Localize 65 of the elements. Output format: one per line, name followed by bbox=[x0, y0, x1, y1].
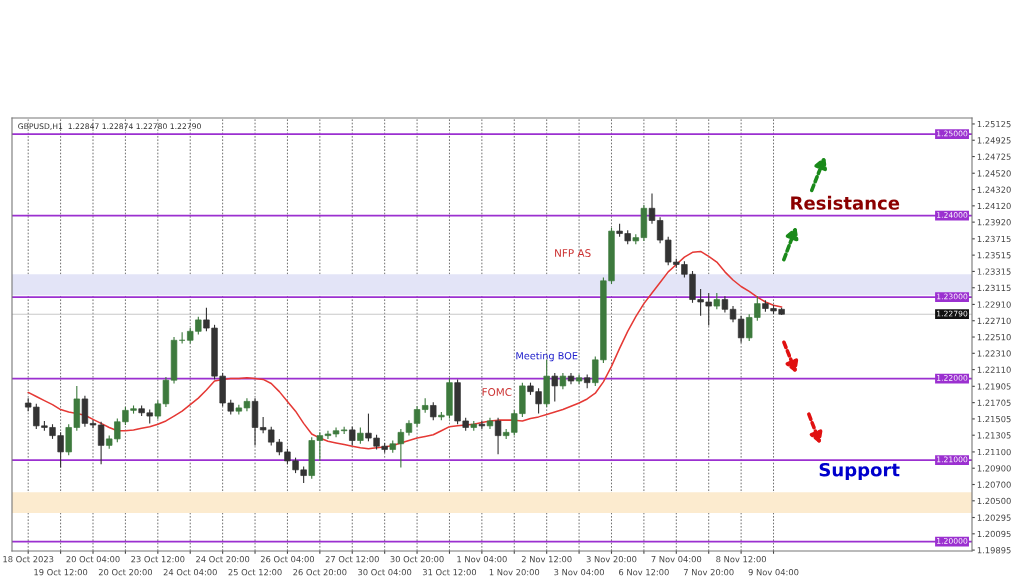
x-tick-label: 7 Nov 04:00 bbox=[651, 556, 702, 563]
x-tick-label: 24 Oct 20:00 bbox=[196, 556, 250, 563]
annotation: Meeting BOE bbox=[516, 351, 578, 362]
candlestick bbox=[551, 372, 558, 402]
x-tick-label: 30 Oct 04:00 bbox=[358, 569, 412, 576]
y-tick-label: 1.22910 bbox=[977, 301, 1011, 308]
x-tick-label: 3 Nov 04:00 bbox=[554, 569, 604, 576]
x-tick-label: 6 Nov 12:00 bbox=[619, 569, 669, 576]
x-tick-label: 8 Nov 12:00 bbox=[716, 556, 766, 563]
y-tick-label: 1.24725 bbox=[977, 153, 1011, 160]
y-tick-label: 1.22110 bbox=[977, 366, 1011, 373]
annotation: Resistance bbox=[791, 195, 900, 210]
annotation: FOMC bbox=[482, 388, 512, 396]
y-tick-label: 1.24520 bbox=[977, 170, 1011, 177]
x-tick-label: 20 Oct 20:00 bbox=[98, 569, 153, 576]
y-tick-label: 1.21305 bbox=[977, 432, 1011, 439]
candlestick bbox=[478, 420, 486, 430]
y-tick-label: 1.24925 bbox=[977, 137, 1011, 144]
y-tick-label: 1.23920 bbox=[977, 219, 1011, 226]
y-tick-label: 1.20295 bbox=[977, 514, 1011, 521]
annotation: NFP AS bbox=[555, 249, 591, 257]
x-tick-label: 1 Nov 04:00 bbox=[457, 556, 507, 563]
x-tick-label: 26 Oct 04:00 bbox=[260, 556, 315, 563]
y-tick-label: 1.20500 bbox=[977, 497, 1011, 505]
y-tick-label: 1.23715 bbox=[977, 235, 1011, 243]
y-tick-label: 1.22310 bbox=[977, 350, 1011, 357]
y-tick-label: 1.24320 bbox=[977, 186, 1011, 193]
y-tick-label: 1.23115 bbox=[977, 284, 1011, 292]
y-tick-label: 1.23315 bbox=[977, 268, 1011, 275]
x-tick-label: 2 Nov 12:00 bbox=[521, 556, 572, 563]
candlestick bbox=[97, 421, 105, 465]
x-tick-label: 1 Nov 20:00 bbox=[489, 569, 540, 576]
line-series bbox=[27, 250, 783, 450]
y-tick-label: 1.20700 bbox=[977, 481, 1011, 488]
candlestick bbox=[89, 419, 97, 429]
y-tick-label: 1.21100 bbox=[977, 448, 1011, 456]
y-tick-label: 1.20095 bbox=[977, 530, 1011, 538]
y-tick-label: 1.21905 bbox=[977, 383, 1011, 390]
x-tick-label: 26 Oct 20:00 bbox=[293, 569, 347, 576]
x-tick-label: 25 Oct 12:00 bbox=[228, 569, 282, 576]
candlestick bbox=[494, 417, 502, 455]
candlestick bbox=[648, 193, 656, 225]
y-tick-label: 1.25125 bbox=[977, 120, 1011, 128]
y-tick-label: 1.24120 bbox=[977, 202, 1011, 210]
y-tick-label: 1.19895 bbox=[977, 547, 1011, 554]
x-tick-label: 24 Oct 04:00 bbox=[163, 569, 217, 576]
x-tick-label: 27 Oct 12:00 bbox=[325, 556, 379, 563]
x-tick-label: 20 Oct 04:00 bbox=[66, 556, 120, 563]
y-tick-label: 1.21505 bbox=[977, 415, 1011, 423]
y-tick-label: 1.22510 bbox=[977, 334, 1011, 341]
y-tick-label: 1.23515 bbox=[977, 252, 1011, 259]
x-tick-label: 7 Nov 20:00 bbox=[683, 569, 734, 576]
x-tick-label: 9 Nov 04:00 bbox=[748, 569, 799, 576]
x-tick-label: 3 Nov 20:00 bbox=[586, 556, 637, 563]
x-tick-label: 30 Oct 20:00 bbox=[390, 556, 444, 563]
x-tick-label: 19 Oct 12:00 bbox=[34, 569, 88, 576]
x-tick-label: 18 Oct 2023 bbox=[3, 556, 54, 563]
y-tick-label: 1.22710 bbox=[977, 317, 1011, 325]
annotation: Support bbox=[819, 462, 900, 481]
candlestick bbox=[737, 315, 745, 344]
candlestick bbox=[349, 426, 356, 446]
x-tick-label: 31 Oct 12:00 bbox=[422, 569, 477, 576]
y-tick-label: 1.21705 bbox=[977, 399, 1011, 406]
x-tick-label: 23 Oct 12:00 bbox=[131, 556, 185, 563]
y-tick-label: 1.20900 bbox=[977, 465, 1011, 472]
